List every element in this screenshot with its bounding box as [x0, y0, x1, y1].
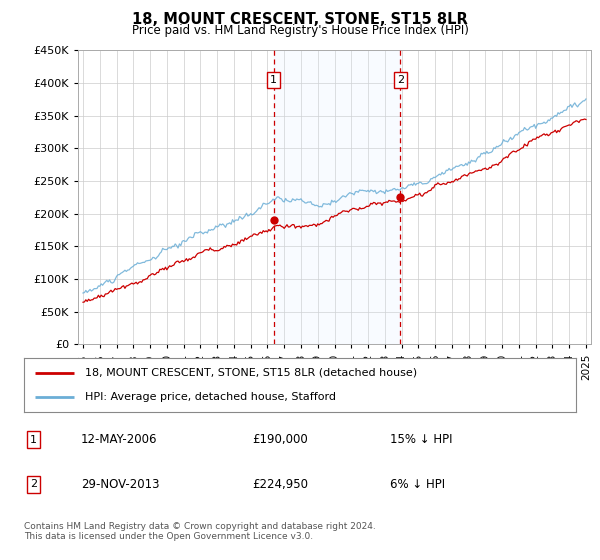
- Text: 1: 1: [270, 75, 277, 85]
- Text: 15% ↓ HPI: 15% ↓ HPI: [390, 433, 452, 446]
- Text: Price paid vs. HM Land Registry's House Price Index (HPI): Price paid vs. HM Land Registry's House …: [131, 24, 469, 36]
- Text: 18, MOUNT CRESCENT, STONE, ST15 8LR (detached house): 18, MOUNT CRESCENT, STONE, ST15 8LR (det…: [85, 368, 417, 378]
- Text: Contains HM Land Registry data © Crown copyright and database right 2024.
This d: Contains HM Land Registry data © Crown c…: [24, 522, 376, 542]
- Text: 18, MOUNT CRESCENT, STONE, ST15 8LR: 18, MOUNT CRESCENT, STONE, ST15 8LR: [132, 12, 468, 27]
- Text: 1: 1: [30, 435, 37, 445]
- Text: 12-MAY-2006: 12-MAY-2006: [81, 433, 157, 446]
- Text: 2: 2: [397, 75, 404, 85]
- Text: 6% ↓ HPI: 6% ↓ HPI: [390, 478, 445, 491]
- Text: £190,000: £190,000: [252, 433, 308, 446]
- Text: HPI: Average price, detached house, Stafford: HPI: Average price, detached house, Staf…: [85, 392, 336, 402]
- Text: 29-NOV-2013: 29-NOV-2013: [81, 478, 160, 491]
- Bar: [274, 50, 400, 344]
- Text: 2: 2: [30, 479, 37, 489]
- Text: £224,950: £224,950: [252, 478, 308, 491]
